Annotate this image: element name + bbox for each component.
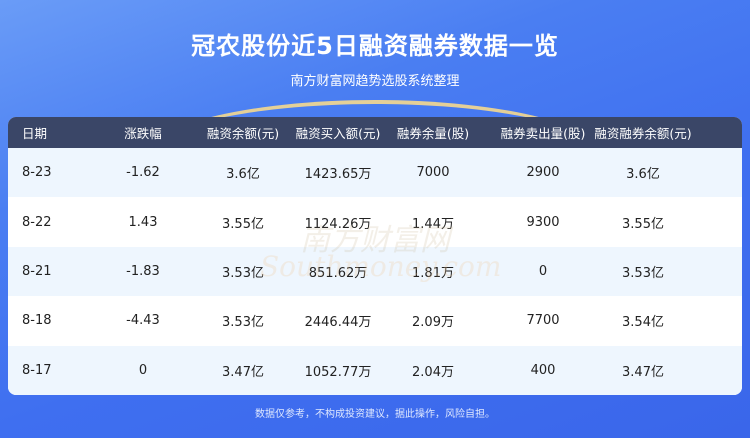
column-header: 涨跌幅 (124, 126, 162, 141)
table-cell: 2.09万 (412, 315, 454, 331)
table-cell: 3.55亿 (622, 216, 664, 232)
table-cell: 3.47亿 (222, 364, 264, 380)
column-header: 融资买入额(元) (295, 126, 381, 141)
decorative-arc (140, 100, 610, 220)
table-cell: 7700 (526, 313, 560, 329)
table-cell: 1423.65万 (304, 167, 372, 183)
table-cell: 8-18 (22, 313, 52, 329)
table-cell: 8-17 (22, 362, 52, 378)
table-row: 8-18 -4.43 3.53亿 2446.44万 2.09万 7700 3.54亿 (8, 296, 742, 345)
table-cell: 8-22 (22, 214, 52, 230)
table-header: 日期 涨跌幅 融资余额(元) 融资买入额(元) 融券余量(股) 融券卖出量(股) 融资融券余… (8, 117, 742, 148)
table-row: 8-23 -1.62 3.6亿 1423.65万 7000 2900 3.6亿 (8, 148, 742, 198)
table-cell: 0 (538, 263, 548, 279)
table-cell: 1.44万 (412, 216, 454, 232)
page-title: 冠农股份近5日融资融券数据一览 (191, 32, 559, 60)
table-row: 8-17 0 3.47亿 1052.77万 2.04万 400 3.47亿 (8, 345, 742, 395)
table-row: 8-22 1.43 3.55亿 1124.26万 1.44万 9300 3.55亿 (8, 197, 742, 246)
column-header: 融券余量(股) (396, 126, 470, 141)
table-cell: 9300 (526, 214, 560, 230)
table-cell: 7000 (416, 165, 450, 181)
table-cell: 400 (530, 362, 556, 378)
column-header: 融券卖出量(股) (500, 126, 586, 141)
table-cell: 2900 (526, 165, 560, 181)
table-cell: 8-23 (22, 165, 52, 181)
disclaimer: 数据仅参考，不构成投资建议，据此操作，风险自担。 (255, 409, 495, 420)
data-table: 日期 涨跌幅 融资余额(元) 融资买入额(元) 融券余量(股) 融券卖出量(股) 融资融券余… (8, 117, 742, 395)
table-cell: 851.62万 (308, 265, 368, 281)
table-cell: 1052.77万 (304, 364, 372, 380)
table-cell: -4.43 (126, 313, 160, 329)
table-cell: 3.54亿 (622, 315, 664, 331)
table-cell: 3.6亿 (626, 167, 660, 183)
table-cell: 3.53亿 (222, 315, 264, 331)
table-row: 8-21 -1.83 3.53亿 851.62万 1.81万 0 3.53亿 (8, 246, 742, 297)
table-cell: 1.43 (128, 214, 158, 230)
page-subtitle: 南方财富网趋势选股系统整理 (290, 74, 460, 89)
table-cell: 1.81万 (412, 265, 454, 281)
table-cell: -1.83 (126, 263, 160, 279)
table-cell: -1.62 (126, 165, 160, 181)
table-cell: 8-21 (22, 263, 52, 279)
table-cell: 2.04万 (412, 364, 454, 380)
column-header: 融资余额(元) (206, 126, 280, 141)
column-header: 融资融券余额(元) (594, 126, 692, 141)
table-cell: 2446.44万 (304, 315, 372, 331)
table-cell: 0 (138, 362, 148, 378)
table-cell: 3.6亿 (226, 167, 260, 183)
table-cell: 3.47亿 (622, 364, 664, 380)
table-cell: 1124.26万 (304, 216, 372, 232)
table-cell: 3.55亿 (222, 216, 264, 232)
table-cell: 3.53亿 (222, 265, 264, 281)
watermark-url: Southmoney.com (260, 250, 502, 283)
column-header: 日期 (22, 126, 48, 141)
table-cell: 3.53亿 (622, 265, 664, 281)
